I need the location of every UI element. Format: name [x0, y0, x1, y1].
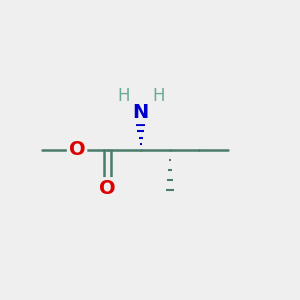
Text: H: H	[118, 87, 130, 105]
Text: O: O	[69, 140, 86, 160]
Text: N: N	[133, 103, 149, 122]
Text: O: O	[99, 179, 116, 198]
Text: H: H	[152, 87, 164, 105]
